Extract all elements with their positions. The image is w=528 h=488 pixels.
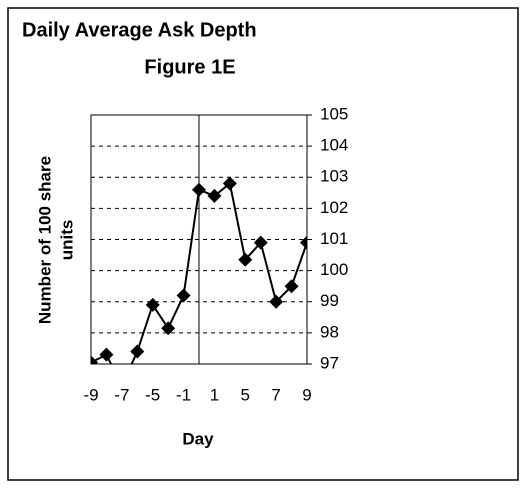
y-tick-label: 100 <box>320 260 348 279</box>
y-tick-label: 99 <box>320 291 339 310</box>
y-tick-label: 105 <box>320 104 348 123</box>
y-tick-label: 103 <box>320 167 348 186</box>
point <box>222 176 237 191</box>
point <box>238 252 253 267</box>
frame <box>7 7 519 481</box>
point <box>300 235 307 250</box>
y-tick-label: 104 <box>320 136 348 155</box>
x-tick-label: -1 <box>176 385 191 404</box>
chart-title: Daily Average Ask Depth <box>22 19 257 41</box>
point <box>192 182 206 197</box>
x-label: Day <box>182 429 214 448</box>
point <box>130 344 145 359</box>
y-tick-label: 101 <box>320 229 348 248</box>
x-tick-label: -5 <box>145 385 160 404</box>
y-label: Number of 100 share units <box>35 156 76 324</box>
point <box>207 188 222 203</box>
x-tick-label: -9 <box>83 385 98 404</box>
point <box>176 288 191 303</box>
x-tick-label: 7 <box>271 385 280 404</box>
point <box>145 297 160 312</box>
y-tick-label: 98 <box>320 322 339 341</box>
x-tick-label: 5 <box>241 385 250 404</box>
x-tick-label: -7 <box>114 385 129 404</box>
y-tick-label: 102 <box>320 198 348 217</box>
chart-subtitle: Figure 1E <box>144 56 235 78</box>
point <box>284 279 299 294</box>
x-tick-label: 9 <box>302 385 311 404</box>
series <box>91 176 307 364</box>
point <box>253 235 268 250</box>
x-tick-label: 1 <box>210 385 219 404</box>
point <box>91 355 98 364</box>
point <box>99 347 114 362</box>
y-label-line: Number of 100 share <box>35 156 54 324</box>
point <box>269 294 284 309</box>
y-label-line: units <box>57 220 76 261</box>
y-tick-label: 97 <box>320 353 339 372</box>
point <box>161 321 176 336</box>
